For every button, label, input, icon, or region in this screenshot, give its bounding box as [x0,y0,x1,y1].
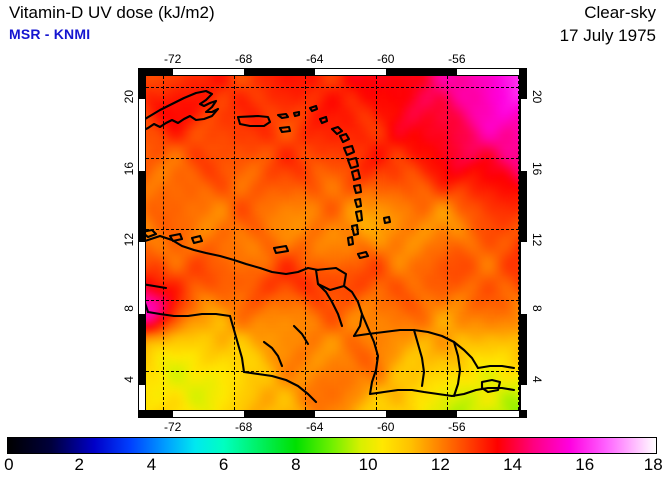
y-tick-left-20: 20 [122,90,136,104]
y-tick-right-12: 12 [530,233,544,247]
map-panel [138,68,527,418]
y-tick-right-4: 4 [530,375,544,383]
x-tick-top--60: -60 [377,52,395,66]
coastline-overlay [146,89,516,404]
gridline-lat-12 [146,229,519,230]
frame-tick-bottom-3 [314,411,386,417]
frame-tick-top-3 [314,69,386,75]
gridline-lon--68 [234,76,235,410]
y-tick-left-8: 8 [122,304,136,312]
y-tick-right-20: 20 [530,90,544,104]
colorbar-tick-12: 12 [430,455,450,474]
gridline-lon--56 [447,76,448,410]
x-tick--68: -68 [235,420,253,434]
frame-tick-left-1 [139,99,145,171]
y-tick-right-16: 16 [530,161,544,176]
colorbar-tick-2: 2 [74,455,84,474]
gridline-lat-16 [146,158,519,159]
frame-tick-top-5 [456,69,519,75]
x-tick--56: -56 [448,420,466,434]
x-tick-top--68: -68 [235,52,253,66]
y-tick-left-4: 4 [122,375,136,383]
gridline-lon--64 [305,76,306,410]
colorbar-tick-14: 14 [503,455,523,474]
colorbar [7,437,657,454]
frame-tick-bottom-5 [456,411,519,417]
x-tick--72: -72 [163,420,182,434]
uv-dose-heatmap [146,76,519,410]
colorbar-tick-6: 6 [218,455,229,474]
date-label: 17 July 1975 [559,26,656,45]
gridline-lon--52 [518,76,519,410]
x-tick-top--56: -56 [448,52,466,66]
x-tick-top--64: -64 [306,52,324,66]
sky-condition-label: Clear-sky [584,3,656,22]
gridline-lat-4 [146,371,519,372]
gridline-lat-8 [146,300,519,301]
y-tick-right-8: 8 [530,304,544,312]
frame-tick-right-3 [521,242,527,314]
colorbar-tick-10: 10 [358,455,378,474]
frame-tick-left-5 [139,384,145,410]
colorbar-tick-0: 0 [4,455,14,474]
x-tick--64: -64 [306,420,324,434]
colorbar-tick-8: 8 [291,455,301,474]
frame-tick-top-1 [172,69,244,75]
x-tick--60: -60 [377,420,395,434]
y-tick-left-12: 12 [122,233,136,247]
gridline-lon--72 [163,76,164,410]
frame-tick-right-5 [521,384,527,410]
gridline-lon--60 [376,76,377,410]
colorbar-tick-4: 4 [146,455,157,474]
x-tick-top--72: -72 [163,52,182,66]
y-tick-left-16: 16 [122,161,136,176]
data-source-label: MSR - KNMI [9,26,91,42]
gridline-lat-20 [146,87,519,88]
colorbar-tick-18: 18 [643,455,663,474]
colorbar-tick-16: 16 [575,455,595,474]
page-title: Vitamin-D UV dose (kJ/m2) [9,3,215,22]
map-plot-area [146,76,519,410]
colorbar-gradient [7,437,657,454]
frame-tick-right-1 [521,99,527,171]
frame-tick-bottom-1 [172,411,244,417]
frame-tick-left-3 [139,242,145,314]
